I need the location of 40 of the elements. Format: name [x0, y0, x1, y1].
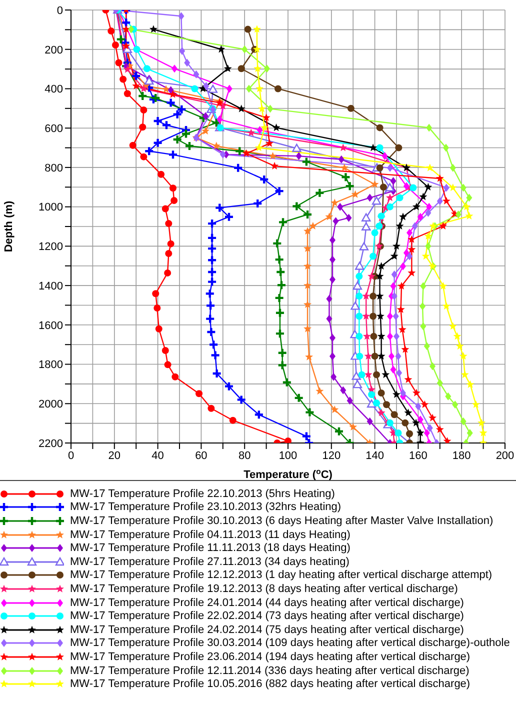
- legend-label: MW-17 Temperature Profile 24.02.2014 (75 days heating after vertical discharge): [70, 624, 464, 636]
- x-tick-label: 80: [238, 450, 251, 462]
- legend-label: MW-17 Temperature Profile 22.02.2014 (73 days heating after vertical discharge): [70, 610, 464, 622]
- y-tick-label: 1400: [38, 280, 63, 292]
- y-tick-label: 0: [56, 4, 63, 17]
- legend-label: MW-17 Temperature Profile 24.01.2014 (44 days heating after vertical discharge): [70, 596, 464, 609]
- legend-label: MW-17 Temperature Profile 30.03.2014 (109 days heating after vertical discharge)-outhole: [70, 637, 510, 650]
- y-tick-label: 800: [44, 162, 63, 174]
- y-tick-label: 1200: [38, 241, 63, 254]
- x-tick-label: 60: [195, 450, 208, 462]
- y-tick-label: 600: [44, 122, 63, 135]
- x-tick-label: 20: [108, 450, 121, 462]
- legend-label: MW-17 Temperature Profile 22.10.2013 (5hrs Heating): [70, 488, 335, 500]
- y-tick-label: 2000: [38, 398, 63, 411]
- x-tick-label: 160: [409, 450, 428, 462]
- y-tick-label: 400: [44, 84, 63, 96]
- y-tick-label: 1000: [38, 202, 63, 214]
- y-tick-label: 200: [44, 44, 63, 56]
- x-tick-label: 200: [496, 450, 514, 462]
- x-axis-title: Temperature ($^{o}$C): [244, 466, 333, 481]
- x-tick-label: 100: [278, 450, 298, 462]
- x-tick-label: 40: [152, 450, 164, 462]
- legend-label: MW-17 Temperature Profile 04.11.2013 (11 days Heating): [70, 528, 350, 541]
- legend-label: MW-17 Temperature Profile 10.05.2016 (882 days heating after vertical discharge): [70, 678, 470, 690]
- y-axis-title: Depth (m): [3, 200, 15, 252]
- legend-label: MW-17 Temperature Profile 23.06.2014 (194 days heating after vertical discharge): [70, 650, 470, 663]
- y-tick-label: 1600: [38, 320, 63, 332]
- legend-label: MW-17 Temperature Profile 12.11.2014 (336 days heating after vertical discharge): [70, 664, 470, 677]
- legend-label: MW-17 Temperature Profile 30.10.2013 (6 days Heating after Master Valve Installation): [70, 514, 494, 527]
- x-tick-label: 180: [452, 450, 471, 462]
- x-tick-label: 120: [322, 450, 341, 462]
- y-tick-label: 1800: [38, 359, 63, 372]
- legend-label: MW-17 Temperature Profile 19.12.2013 (8 days heating after vertical discharge): [70, 582, 458, 595]
- legend-label: MW-17 Temperature Profile 11.11.2013 (18 days Heating): [70, 542, 350, 554]
- x-tick-label: 0: [68, 450, 74, 462]
- legend-label: MW-17 Temperature Profile 27.11.2013 (34 days heating): [70, 556, 350, 568]
- x-tick-label: 140: [366, 450, 384, 462]
- legend-label: MW-17 Temperature Profile 12.12.2013 (1 day heating after vertical discharge attempt): [70, 569, 492, 582]
- y-tick-label: 2200: [38, 438, 63, 450]
- legend-label: MW-17 Temperature Profile 23.10.2013 (32hrs Heating): [70, 501, 342, 514]
